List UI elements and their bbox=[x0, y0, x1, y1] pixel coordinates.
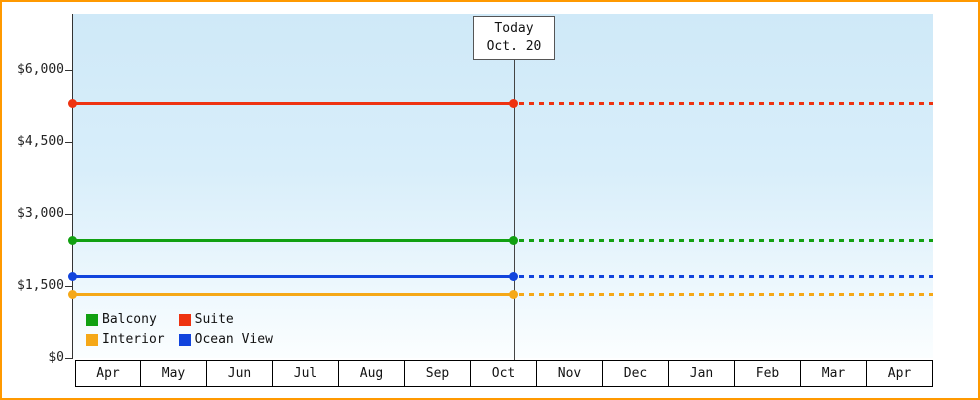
series-dot-interior bbox=[67, 289, 77, 299]
y-axis bbox=[72, 14, 73, 359]
x-axis-month: Aug bbox=[339, 360, 405, 387]
x-axis-month: Sep bbox=[405, 360, 471, 387]
y-tick-mark bbox=[65, 286, 73, 287]
legend-label: Balcony bbox=[102, 312, 157, 327]
x-axis-month: Dec bbox=[603, 360, 669, 387]
series-dot-interior bbox=[509, 289, 519, 299]
legend-item: Balcony bbox=[86, 312, 165, 327]
today-label: Today bbox=[494, 21, 534, 36]
series-forecast-balcony bbox=[518, 238, 933, 242]
x-axis-month: Apr bbox=[867, 360, 933, 387]
legend-swatch-balcony bbox=[86, 313, 98, 326]
series-forecast-ocean-view bbox=[518, 274, 933, 278]
x-axis-month: Jun bbox=[207, 360, 273, 387]
legend-swatch-ocean-view bbox=[178, 333, 191, 346]
x-axis-month: Nov bbox=[537, 360, 603, 387]
legend-item: Suite bbox=[178, 312, 273, 327]
x-axis-month: Mar bbox=[801, 360, 867, 387]
legend-label: Ocean View bbox=[194, 332, 273, 347]
series-dot-ocean-view bbox=[509, 271, 519, 281]
legend: Balcony Suite Interior Ocean View bbox=[86, 312, 273, 347]
series-forecast-interior bbox=[518, 292, 933, 296]
y-tick-label: $3,000 bbox=[17, 206, 64, 221]
series-forecast-suite bbox=[518, 102, 933, 106]
x-axis-month: Jul bbox=[273, 360, 339, 387]
plot-area bbox=[73, 14, 933, 358]
series-dot-balcony bbox=[509, 235, 519, 245]
legend-label: Interior bbox=[102, 332, 165, 347]
series-line-suite bbox=[72, 102, 514, 106]
y-tick-mark bbox=[65, 214, 73, 215]
y-tick-label: $4,500 bbox=[17, 134, 64, 149]
x-axis-month: May bbox=[141, 360, 207, 387]
series-dot-suite bbox=[67, 99, 77, 109]
series-dot-ocean-view bbox=[67, 271, 77, 281]
legend-swatch-interior bbox=[86, 333, 98, 346]
today-date: Oct. 20 bbox=[486, 39, 542, 54]
y-tick-label: $1,500 bbox=[17, 278, 64, 293]
series-dot-suite bbox=[509, 99, 519, 109]
series-line-ocean-view bbox=[72, 274, 514, 278]
legend-swatch-suite bbox=[178, 313, 191, 326]
series-line-interior bbox=[72, 292, 514, 296]
y-tick-mark bbox=[65, 358, 73, 359]
legend-item: Ocean View bbox=[178, 332, 273, 347]
y-tick-mark bbox=[65, 142, 73, 143]
legend-item: Interior bbox=[86, 332, 165, 347]
series-line-balcony bbox=[72, 238, 514, 242]
y-tick-mark bbox=[65, 70, 73, 71]
today-label-box: Today Oct. 20 bbox=[473, 16, 555, 60]
legend-label: Suite bbox=[194, 312, 234, 327]
x-axis-month: Apr bbox=[75, 360, 141, 387]
x-axis-month: Jan bbox=[669, 360, 735, 387]
x-axis: Apr May Jun Jul Aug Sep Oct Nov Dec Jan Feb Mar Apr bbox=[75, 360, 933, 387]
x-axis-month: Oct bbox=[471, 360, 537, 387]
today-line bbox=[514, 18, 515, 360]
x-axis-month: Feb bbox=[735, 360, 801, 387]
y-tick-label: $6,000 bbox=[17, 62, 64, 77]
y-tick-label: $0 bbox=[48, 350, 64, 365]
series-dot-balcony bbox=[67, 235, 77, 245]
